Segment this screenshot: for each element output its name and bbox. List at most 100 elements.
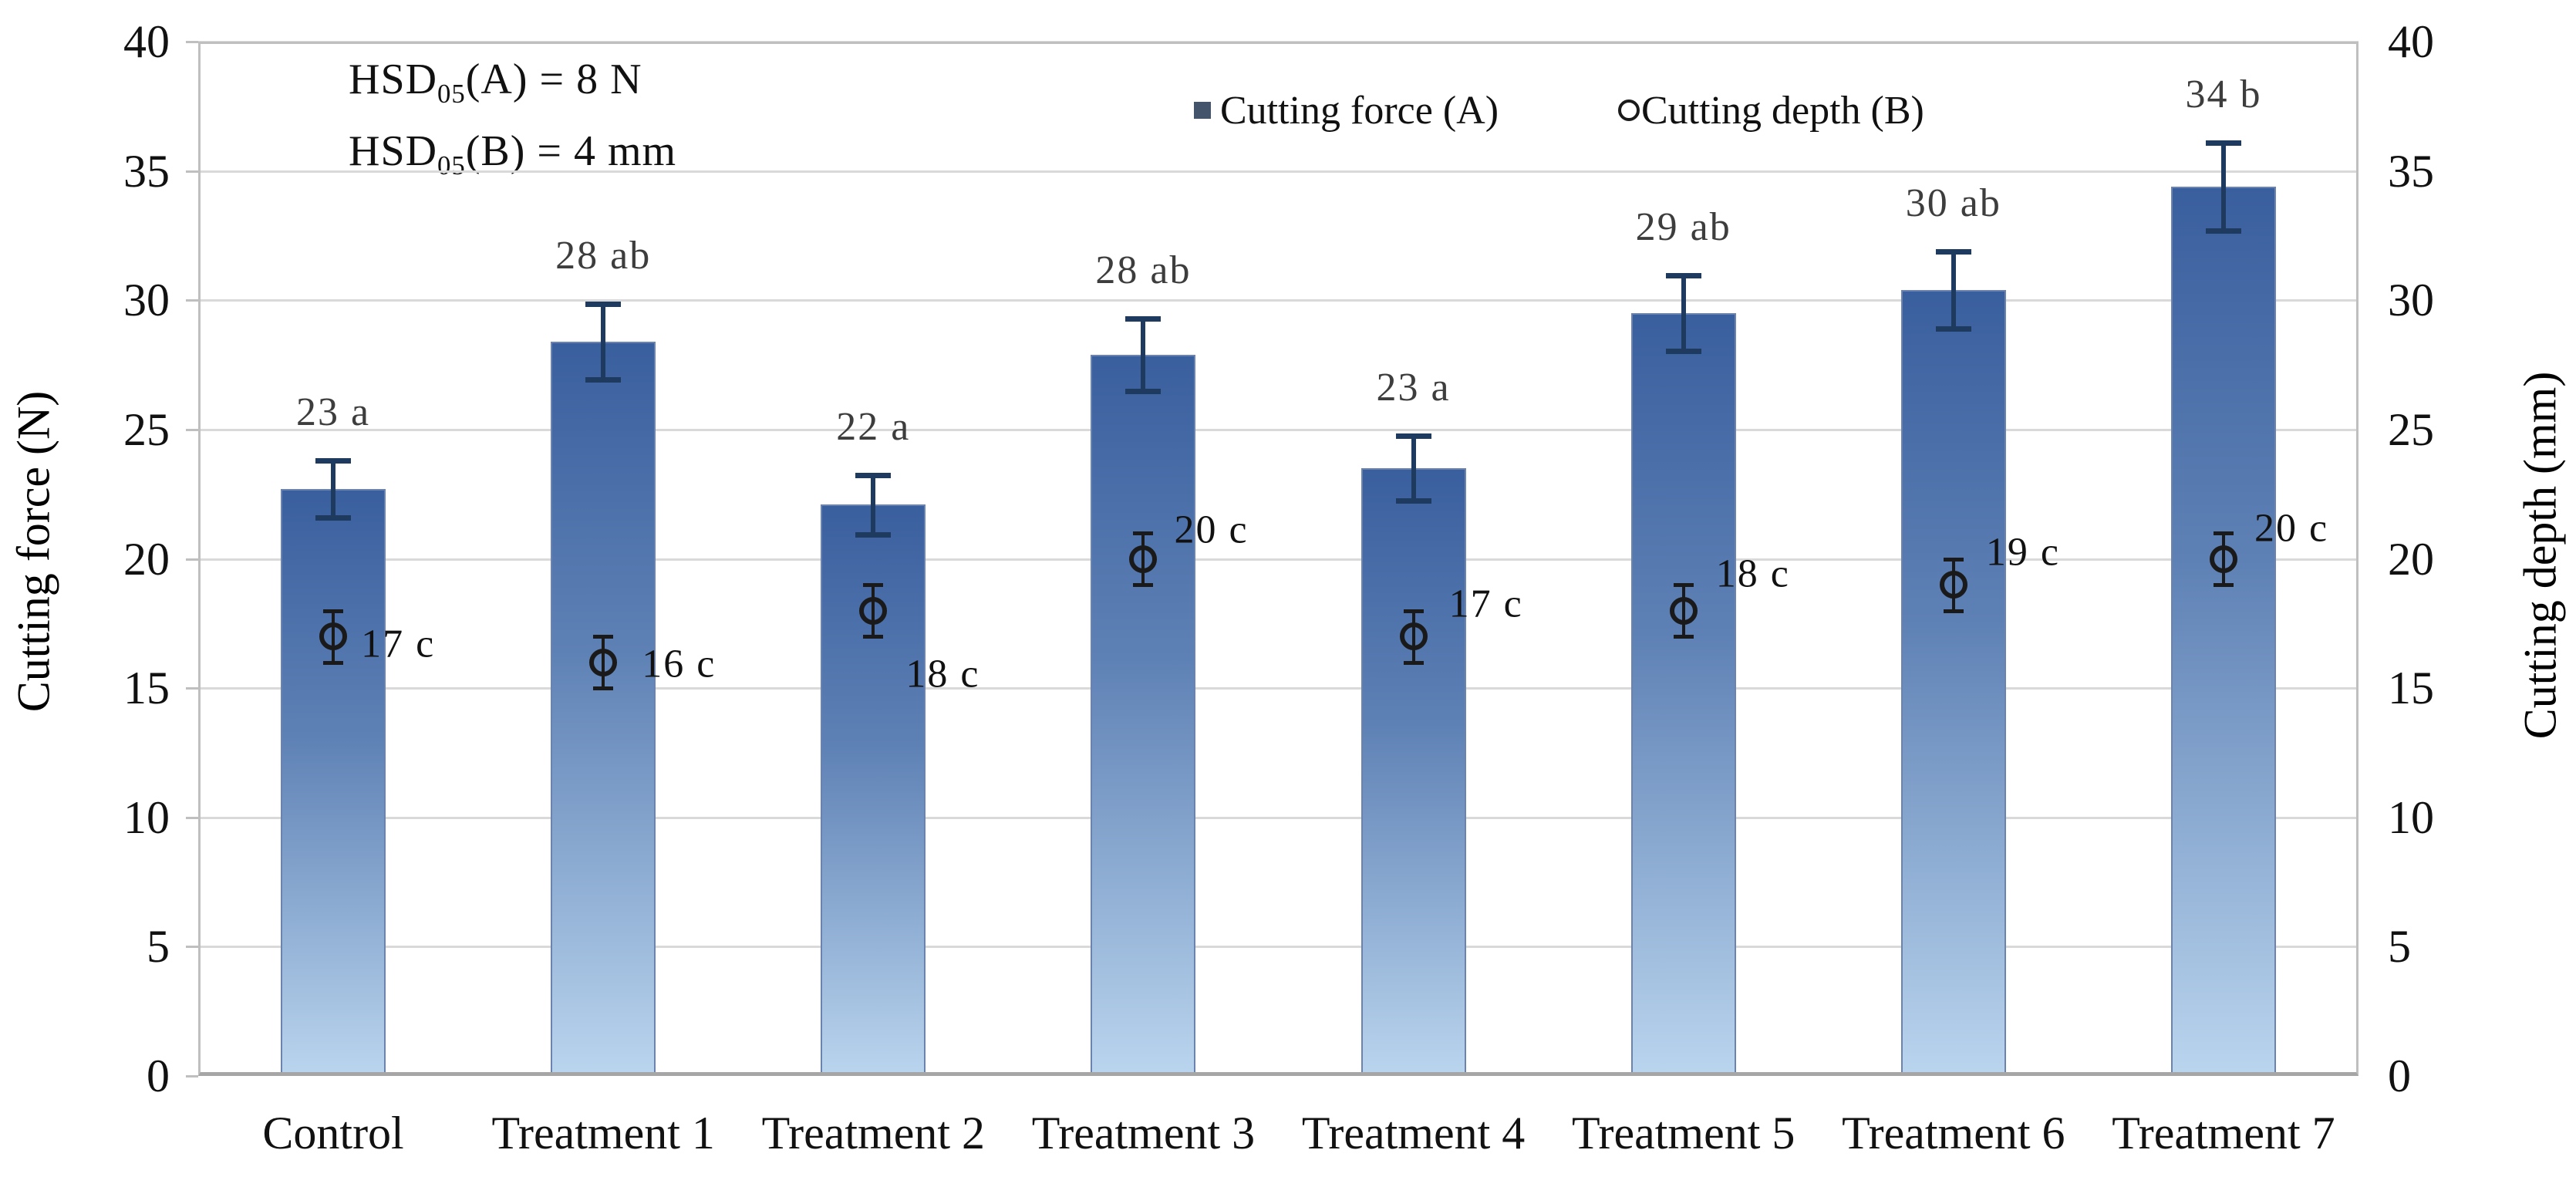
depth-error-cap-bottom (1673, 635, 1694, 639)
hsd-subscript: 05 (437, 79, 466, 110)
left-y-tick-label: 10 (123, 791, 170, 843)
depth-marker-circle (1939, 571, 1967, 599)
left-y-tick-label: 35 (123, 145, 170, 197)
depth-marker-circle (859, 596, 888, 625)
force-error-cap-top (1935, 248, 1971, 255)
depth-value-label: 18 c (1715, 551, 1790, 596)
depth-value-label: 17 c (361, 622, 436, 666)
depth-error-cap-top (863, 583, 884, 588)
force-error-cap-bottom (585, 376, 622, 383)
force-error-cap-top (315, 458, 352, 464)
force-value-label: 29 ab (1635, 205, 1731, 250)
gridline (198, 428, 2359, 431)
left-y-tick-label: 15 (123, 663, 170, 714)
legend-label-cutting-force: Cutting force (A) (1220, 88, 1499, 133)
depth-value-label: 16 c (642, 642, 716, 686)
left-axis-tick-mark (186, 816, 198, 819)
right-y-tick-label: 0 (2388, 1051, 2411, 1101)
left-y-tick-label: 20 (123, 533, 170, 585)
hsd-annotation-line-b: HSD05(B) = 4 mm (349, 127, 677, 181)
depth-error-cap-bottom (2213, 583, 2234, 588)
depth-marker-circle (589, 648, 618, 676)
left-axis-tick-mark (186, 428, 198, 431)
force-error-cap-bottom (315, 514, 352, 521)
depth-error-cap-top (1403, 609, 1424, 613)
x-category-label: Treatment 2 (761, 1108, 986, 1158)
depth-error-cap-bottom (1133, 583, 1154, 588)
force-error-cap-bottom (1665, 348, 1701, 354)
depth-error-cap-top (593, 635, 614, 639)
left-y-tick-label: 5 (147, 921, 170, 973)
force-value-label: 22 a (836, 404, 911, 449)
force-value-label: 30 ab (1905, 180, 2001, 225)
force-error-bar (871, 474, 876, 535)
x-category-label: Treatment 4 (1301, 1108, 1526, 1158)
force-error-bar (1681, 275, 1686, 351)
legend-label-cutting-depth: Cutting depth (B) (1641, 88, 1924, 133)
x-category-label: Treatment 1 (491, 1108, 715, 1158)
gridline (198, 816, 2359, 819)
left-axis-tick-mark (186, 946, 198, 949)
depth-error-cap-top (323, 609, 344, 613)
force-bar (1091, 354, 1196, 1076)
force-error-bar (1951, 251, 1956, 329)
left-axis-tick-mark (186, 687, 198, 690)
plot-area-border (198, 42, 2359, 1076)
force-error-cap-top (1395, 433, 1431, 440)
depth-value-label: 20 c (1174, 508, 1249, 551)
legend-square-marker-icon (1194, 102, 1211, 119)
hsd-subscript: 05 (437, 150, 466, 181)
x-category-label: Treatment 5 (1571, 1108, 1795, 1158)
legend-item-cutting-force: Cutting force (A) (1194, 83, 1499, 137)
left-axis-tick-mark (186, 170, 198, 173)
force-error-bar (1411, 436, 1416, 501)
force-error-cap-bottom (1125, 388, 1162, 394)
force-error-cap-top (585, 302, 622, 308)
depth-marker-circle (2209, 545, 2237, 573)
depth-marker-circle (319, 622, 348, 651)
left-axis-tick-mark (186, 299, 198, 302)
left-y-tick-label: 25 (123, 403, 170, 455)
depth-value-label: 17 c (1448, 582, 1523, 626)
gridline (198, 558, 2359, 561)
force-error-cap-bottom (1935, 326, 1971, 332)
depth-error-cap-top (1673, 583, 1694, 588)
depth-error-cap-bottom (1943, 609, 1964, 613)
depth-marker-circle (1669, 596, 1698, 625)
x-category-label: Control (262, 1108, 404, 1158)
force-error-cap-top (2205, 140, 2241, 146)
depth-value-label: 19 c (1985, 530, 2060, 575)
depth-marker-circle (1129, 545, 1158, 573)
right-y-tick-label: 5 (2388, 921, 2411, 973)
gridline (198, 170, 2359, 173)
force-error-cap-top (1665, 273, 1701, 279)
depth-error-cap-top (1943, 557, 1964, 562)
depth-error-cap-bottom (323, 660, 344, 665)
left-axis-tick-mark (186, 1075, 198, 1078)
x-category-label: Treatment 7 (2112, 1108, 2335, 1158)
left-y-tick-label: 0 (147, 1051, 170, 1101)
right-y-tick-label: 20 (2388, 533, 2434, 585)
force-error-bar (331, 460, 336, 518)
force-value-label: 23 a (296, 390, 371, 435)
hsd-annotation-line-a: HSD05(A) = 8 N (349, 56, 642, 110)
depth-error-cap-bottom (863, 635, 884, 639)
depth-value-label: 20 c (2254, 506, 2329, 550)
right-y-tick-label: 30 (2388, 275, 2434, 326)
force-error-cap-bottom (1395, 498, 1431, 504)
force-error-bar (601, 304, 606, 379)
depth-error-cap-top (1133, 531, 1154, 535)
left-axis-tick-mark (186, 558, 198, 561)
depth-marker-circle (1399, 622, 1428, 651)
hsd-annotation: HSD05(A) = 8 N HSD05(B) = 4 mm (349, 51, 676, 194)
force-value-label: 23 a (1376, 366, 1451, 410)
depth-error-cap-bottom (593, 686, 614, 691)
right-y-tick-label: 25 (2388, 403, 2434, 455)
force-error-cap-bottom (855, 531, 892, 538)
gridline (198, 687, 2359, 690)
force-bar (1900, 289, 2006, 1076)
depth-value-label: 18 c (905, 652, 980, 696)
right-y-tick-label: 10 (2388, 791, 2434, 843)
right-y-tick-label: 15 (2388, 663, 2434, 714)
force-error-cap-bottom (2205, 228, 2241, 234)
